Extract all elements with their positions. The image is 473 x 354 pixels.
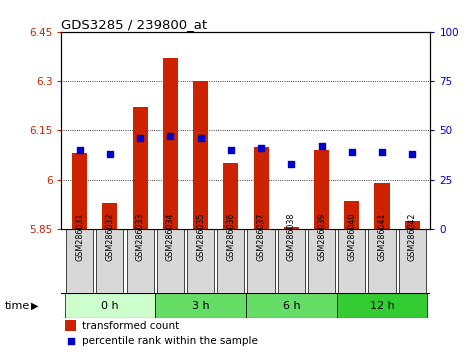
Point (348, 149, 356, 155)
Bar (193, 81, 208, 229)
Bar (163, 58, 178, 229)
Bar (278, 229, 305, 293)
Text: GSM286042: GSM286042 (408, 212, 417, 261)
Bar (337, 293, 428, 318)
Bar (72, 153, 87, 229)
Point (227, 147, 235, 153)
Text: GDS3285 / 239800_at: GDS3285 / 239800_at (61, 18, 208, 31)
Point (166, 133, 174, 139)
Bar (344, 201, 359, 229)
Text: GSM286037: GSM286037 (256, 212, 265, 261)
Text: GSM286040: GSM286040 (347, 213, 356, 261)
Text: ▶: ▶ (31, 301, 38, 311)
Bar (65, 320, 76, 331)
Bar (187, 229, 214, 293)
Point (106, 151, 114, 157)
Bar (338, 229, 366, 293)
Bar (155, 293, 246, 318)
Bar (157, 229, 184, 293)
Text: GSM286041: GSM286041 (377, 213, 386, 261)
Text: GSM286031: GSM286031 (75, 213, 84, 261)
Text: GSM286036: GSM286036 (227, 213, 236, 261)
Bar (64, 293, 155, 318)
Bar (284, 227, 299, 229)
Text: 3 h: 3 h (192, 301, 210, 311)
Text: GSM286033: GSM286033 (136, 213, 145, 261)
Bar (308, 229, 335, 293)
Point (67, 338, 75, 343)
Text: 0 h: 0 h (101, 301, 119, 311)
Bar (254, 147, 269, 229)
Point (318, 143, 325, 149)
Text: GSM286035: GSM286035 (196, 212, 205, 261)
Text: transformed count: transformed count (82, 321, 179, 331)
Bar (217, 229, 245, 293)
Point (288, 161, 295, 167)
Bar (132, 107, 148, 229)
Point (257, 145, 265, 151)
Bar (247, 229, 275, 293)
Text: GSM286038: GSM286038 (287, 213, 296, 261)
Text: percentile rank within the sample: percentile rank within the sample (82, 336, 258, 346)
Bar (399, 229, 426, 293)
Text: time: time (5, 301, 30, 311)
Point (136, 135, 144, 141)
Point (76, 147, 83, 153)
Bar (102, 202, 117, 229)
Text: 12 h: 12 h (370, 301, 394, 311)
Bar (314, 150, 329, 229)
Bar (375, 183, 390, 229)
Bar (96, 229, 123, 293)
Bar (405, 221, 420, 229)
Bar (368, 229, 395, 293)
Point (197, 135, 204, 141)
Bar (66, 229, 93, 293)
Point (409, 151, 416, 157)
Text: GSM286039: GSM286039 (317, 212, 326, 261)
Text: GSM286034: GSM286034 (166, 213, 175, 261)
Text: 6 h: 6 h (282, 301, 300, 311)
Bar (223, 163, 238, 229)
Point (378, 149, 386, 155)
Text: GSM286032: GSM286032 (105, 212, 114, 261)
Bar (126, 229, 154, 293)
Bar (246, 293, 337, 318)
